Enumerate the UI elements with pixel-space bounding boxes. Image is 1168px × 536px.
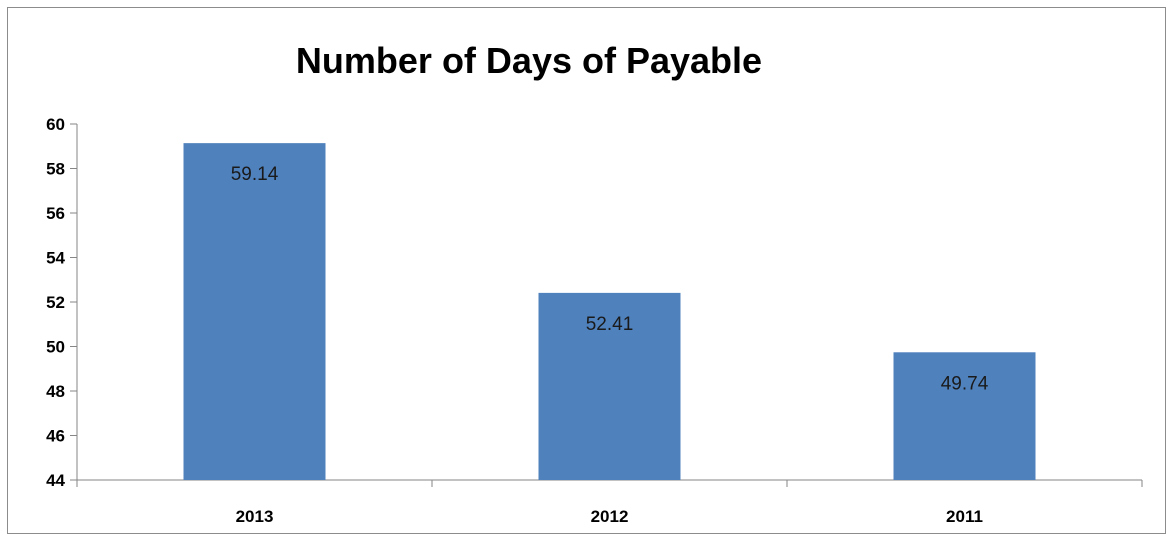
data-label-2011: 49.74 bbox=[941, 373, 989, 394]
chart-title: Number of Days of Payable bbox=[295, 40, 763, 81]
y-tick-label: 58 bbox=[46, 160, 65, 179]
bar-2011 bbox=[893, 352, 1036, 480]
y-tick-label: 46 bbox=[46, 427, 65, 446]
y-tick-label: 52 bbox=[46, 293, 65, 312]
y-tick-label: 44 bbox=[46, 471, 65, 490]
data-label-2012: 52.41 bbox=[586, 314, 634, 335]
y-tick-label: 48 bbox=[46, 382, 65, 401]
y-tick-label: 54 bbox=[46, 249, 65, 268]
x-tick-label-2011: 2011 bbox=[946, 507, 983, 526]
y-tick-label: 56 bbox=[46, 204, 65, 223]
x-tick-label-2013: 2013 bbox=[236, 507, 274, 526]
y-tick-label: 50 bbox=[46, 338, 65, 357]
x-tick-label-2012: 2012 bbox=[591, 507, 629, 526]
y-tick-label: 60 bbox=[46, 115, 65, 134]
data-label-2013: 59.14 bbox=[231, 164, 279, 185]
bar-2012 bbox=[538, 292, 681, 480]
bar-2013 bbox=[183, 143, 326, 480]
